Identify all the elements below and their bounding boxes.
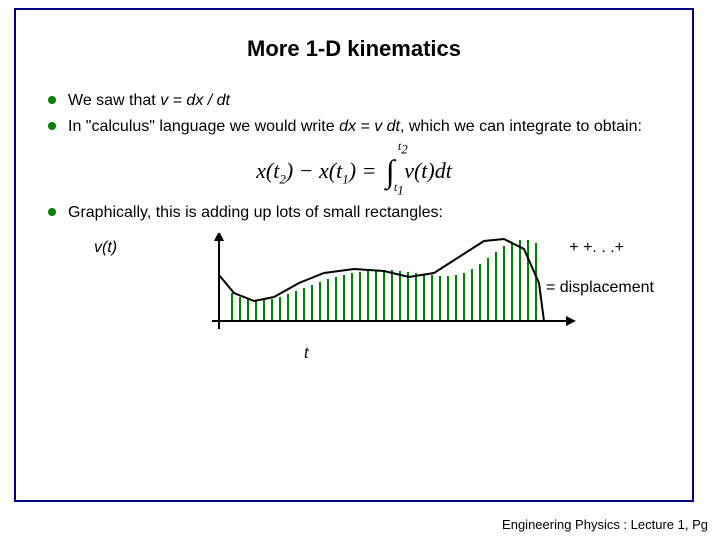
x-axis-arrow-icon <box>566 316 576 326</box>
bullet-text-pre: We saw that <box>68 92 160 109</box>
bullet-text-pre: In "calculus" language we would write <box>68 118 339 135</box>
slide-frame: More 1-D kinematics We saw that v = dx /… <box>14 8 694 502</box>
eq-sub2: 2 <box>279 172 286 187</box>
eq-x2: x <box>319 158 329 183</box>
bullet-list-2: Graphically, this is adding up lots of s… <box>44 202 664 224</box>
eq-x1: x <box>256 158 266 183</box>
bullet-text-ital: dx = v dt <box>339 118 400 135</box>
bullet-text-pre: Graphically, this is adding up lots of s… <box>68 204 443 221</box>
bullet-text-post: , which we can integrate to obtain: <box>400 118 642 135</box>
footer-text: Engineering Physics : Lecture 1, Pg <box>502 517 708 532</box>
eq-t: t <box>421 158 427 183</box>
x-axis-label: t <box>304 345 308 363</box>
bullet-item-1: We saw that v = dx / dt <box>48 90 664 112</box>
bullet-list: We saw that v = dx / dt In "calculus" la… <box>44 90 664 137</box>
eq-dt: dt <box>435 158 452 183</box>
bullet-item-2: In "calculus" language we would write dx… <box>48 116 664 138</box>
eq-sub1: 1 <box>342 172 349 187</box>
graph-area: v(t) + +. . .+ = displacement t <box>44 233 664 363</box>
bullet-item-3: Graphically, this is adding up lots of s… <box>48 202 664 224</box>
bullet-text-ital: v = dx / dt <box>160 92 230 109</box>
y-axis-label: v(t) <box>94 239 117 257</box>
y-axis-arrow-icon <box>214 233 224 241</box>
slide-title: More 1-D kinematics <box>44 36 664 62</box>
hatch-rectangles <box>232 240 536 321</box>
bullet-dot-icon <box>48 96 56 104</box>
equation: x(t2) − x(t1) = t2 ∫ t1 v(t)dt <box>44 151 664 187</box>
eq-v: v <box>404 158 414 183</box>
integral-icon: t2 ∫ t1 <box>384 151 397 184</box>
bullet-dot-icon <box>48 208 56 216</box>
riemann-graph <box>124 233 584 343</box>
bullet-dot-icon <box>48 122 56 130</box>
